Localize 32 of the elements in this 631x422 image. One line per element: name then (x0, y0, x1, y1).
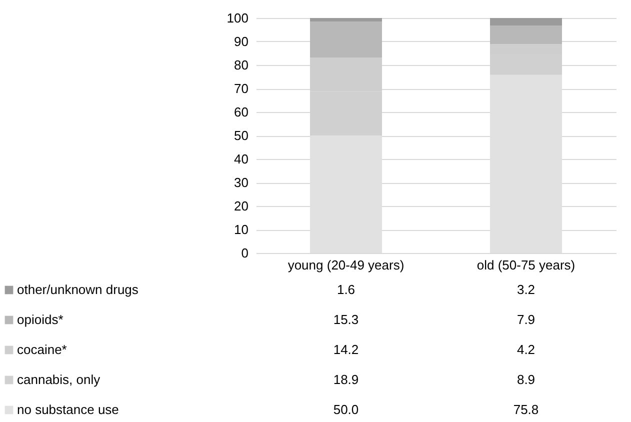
bar (490, 26, 562, 44)
y-tick-label: 10 (234, 222, 248, 237)
y-tick-label: 30 (234, 175, 248, 190)
legend-label: cocaine* (17, 342, 67, 357)
data-label: 75.8 (513, 402, 539, 417)
bar (310, 18, 382, 22)
data-label: 18.9 (333, 372, 359, 387)
legend-label: opioids* (17, 312, 64, 327)
legend-label: other/unknown drugs (17, 282, 139, 297)
data-label: 3.2 (516, 282, 536, 297)
x-tick-label: old (50-75 years) (476, 258, 576, 272)
data-label: 4.2 (516, 342, 536, 357)
bar (310, 22, 382, 58)
y-tick-label: 80 (234, 58, 248, 72)
y-tick-label: 60 (234, 104, 248, 120)
data-label: 7.9 (516, 312, 536, 327)
bar (490, 18, 562, 26)
data-label: 1.6 (336, 282, 356, 297)
data-label: 50.0 (333, 402, 359, 417)
y-tick-label: 100 (226, 10, 248, 26)
y-tick-label: 40 (234, 152, 248, 166)
y-tick-label: 0 (241, 246, 248, 260)
legend-label: cannabis, only (17, 372, 101, 387)
x-tick-label: young (20-49 years) (288, 258, 404, 272)
data-label: 15.3 (333, 312, 359, 327)
y-tick-label: 90 (234, 34, 248, 49)
legend-label: no substance use (17, 402, 119, 417)
y-tick-label: 50 (234, 128, 248, 143)
data-label: 8.9 (516, 372, 536, 387)
data-label: 14.2 (333, 342, 359, 357)
y-tick-label: 70 (234, 81, 248, 96)
y-tick-label: 20 (234, 198, 248, 214)
